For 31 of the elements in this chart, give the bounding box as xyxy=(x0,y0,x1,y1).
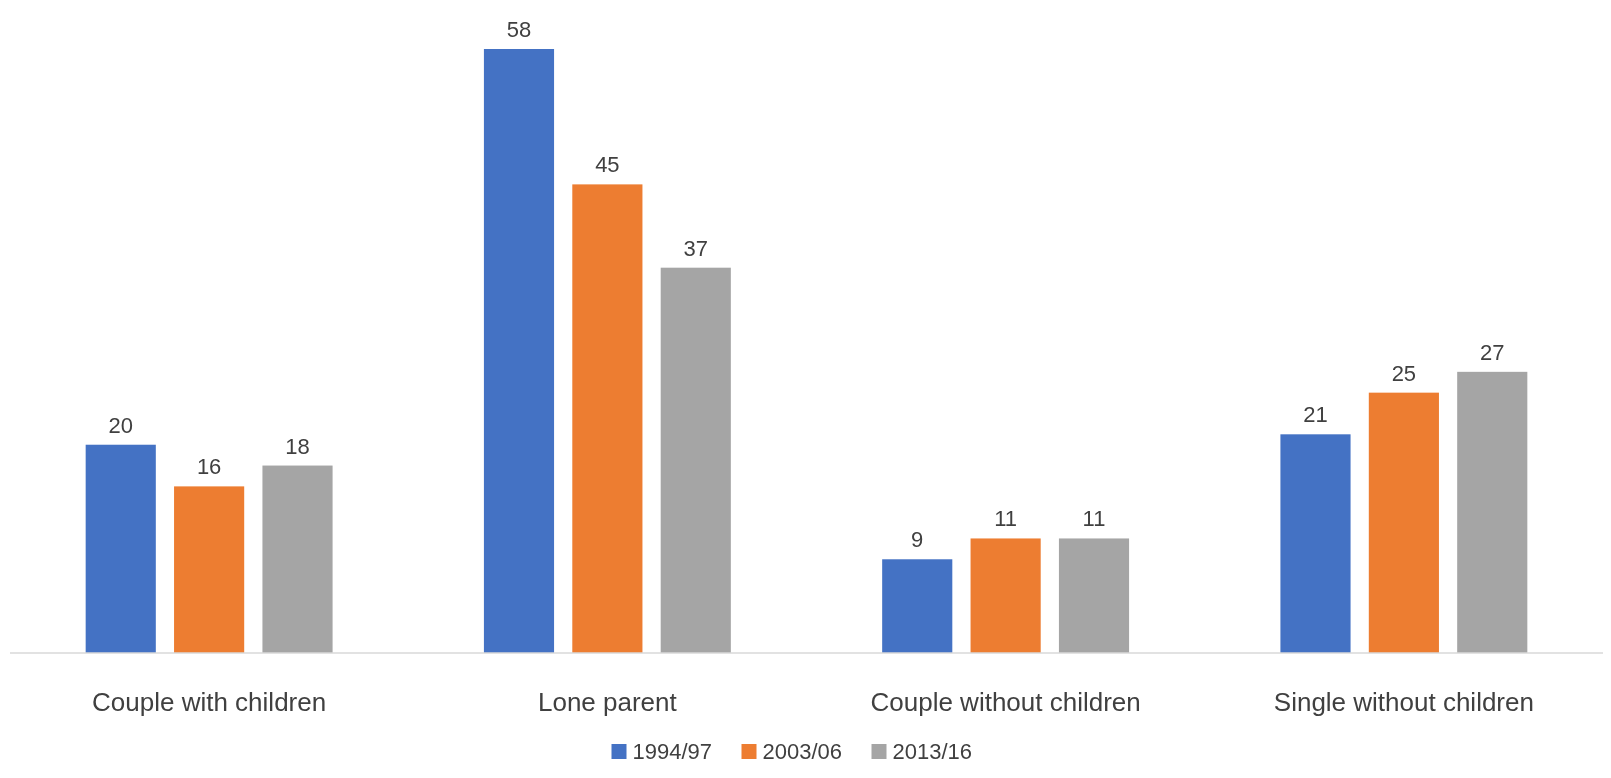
data-label: 45 xyxy=(595,152,620,178)
bar xyxy=(483,49,555,653)
bar xyxy=(85,444,156,653)
bar xyxy=(572,184,643,653)
bar xyxy=(1280,434,1351,653)
legend-label: 1994/97 xyxy=(632,739,713,764)
data-label: 9 xyxy=(911,527,924,553)
bar xyxy=(660,267,731,653)
data-label: 20 xyxy=(108,412,133,438)
bar xyxy=(174,486,245,653)
data-label: 25 xyxy=(1391,360,1417,386)
bar xyxy=(882,559,953,653)
data-label: 11 xyxy=(994,506,1018,532)
legend-label: 2003/06 xyxy=(762,739,843,764)
x-tick-label: Couple without children xyxy=(870,687,1141,717)
x-tick-label: Single without children xyxy=(1273,687,1534,717)
bar xyxy=(1457,371,1528,653)
data-label: 21 xyxy=(1303,402,1328,428)
bar xyxy=(1368,392,1439,653)
bar xyxy=(970,538,1041,653)
x-tick-label: Lone parent xyxy=(537,687,678,717)
x-tick-label: Couple with children xyxy=(92,687,327,717)
data-label: 27 xyxy=(1480,339,1505,365)
bar xyxy=(1058,538,1130,653)
data-label: 58 xyxy=(506,17,532,42)
data-label: 16 xyxy=(196,454,222,480)
data-label: 18 xyxy=(285,433,310,459)
data-label: 37 xyxy=(683,235,708,261)
data-label: 11 xyxy=(1082,506,1106,532)
legend-label: 2013/16 xyxy=(892,739,973,764)
bar xyxy=(262,465,333,653)
